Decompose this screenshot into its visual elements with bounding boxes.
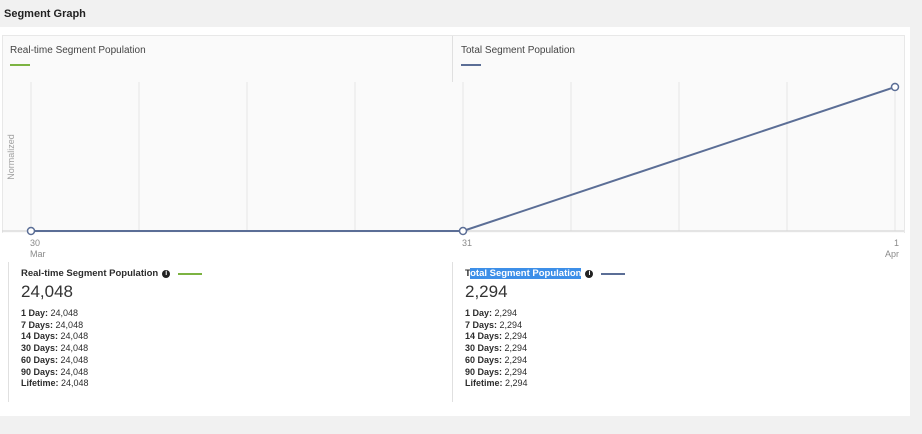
stat-row: 30 Days: 24,048 bbox=[21, 343, 202, 355]
stat-row: 30 Days: 2,294 bbox=[465, 343, 625, 355]
stat-row-label: 1 Day: bbox=[465, 308, 493, 318]
stat-row-label: Lifetime: bbox=[21, 378, 59, 389]
stat-title-first: T bbox=[465, 268, 471, 279]
tick-day: 1 bbox=[893, 238, 899, 248]
legend-realtime-swatch bbox=[10, 64, 30, 66]
stat-row: 1 Day: 2,294 bbox=[465, 308, 625, 320]
stat-row: 7 Days: 2,294 bbox=[465, 320, 625, 332]
stat-row-value: 2,294 bbox=[504, 331, 528, 342]
legend-total[interactable]: Total Segment Population bbox=[461, 45, 575, 56]
data-point bbox=[458, 226, 468, 236]
stat-row-label: 90 Days: bbox=[21, 366, 59, 377]
stat-row-label: 60 Days: bbox=[465, 354, 503, 365]
legend-total-swatch bbox=[461, 64, 481, 66]
stat-row: 14 Days: 24,048 bbox=[21, 331, 202, 343]
tick-day: 31 bbox=[462, 238, 473, 248]
stat-row-label: 7 Days: bbox=[21, 319, 54, 330]
stat-row-value: 2,294 bbox=[499, 319, 523, 330]
info-icon[interactable]: i bbox=[162, 269, 171, 278]
tick-month: Mar bbox=[30, 249, 46, 259]
stat-row-label: 90 Days: bbox=[465, 366, 503, 377]
stat-row: 60 Days: 24,048 bbox=[21, 355, 202, 367]
stat-row-value: 2,294 bbox=[494, 308, 518, 318]
stat-row: 60 Days: 2,294 bbox=[465, 355, 625, 367]
stat-row-value: 24,048 bbox=[60, 343, 89, 354]
stat-row-value: 24,048 bbox=[60, 366, 89, 377]
section-header: Segment Graph bbox=[0, 0, 922, 27]
stat-row-value: 2,294 bbox=[504, 343, 528, 354]
tick-month: Apr bbox=[885, 249, 900, 259]
stat-realtime: Real-time Segment Population i 24,048 1 D… bbox=[8, 262, 203, 402]
stat-row-value: 2,294 bbox=[505, 378, 528, 389]
x-tick-label: 1 Apr bbox=[885, 238, 899, 260]
x-tick-label: 31 bbox=[462, 238, 472, 249]
stat-row: 90 Days: 24,048 bbox=[21, 367, 202, 379]
stat-value: 2,294 bbox=[465, 282, 508, 301]
line-chart: Normalized bbox=[2, 82, 904, 236]
stat-row-value: 24,048 bbox=[61, 378, 89, 389]
y-axis-label: Normalized bbox=[6, 134, 16, 180]
stat-row: 90 Days: 2,294 bbox=[465, 367, 625, 379]
stat-value: 24,048 bbox=[21, 282, 73, 301]
stat-row-value: 24,048 bbox=[60, 331, 89, 342]
stat-title: Total Segment Population bbox=[465, 268, 582, 279]
stat-total: Total Segment Population i 2,294 1 Day: 2… bbox=[452, 262, 626, 402]
stat-row-label: 1 Day: bbox=[21, 308, 49, 318]
tick-day: 30 bbox=[30, 238, 41, 248]
stat-row: Lifetime: 2,294 bbox=[465, 378, 625, 390]
stat-row: 7 Days: 24,048 bbox=[21, 320, 202, 332]
stat-row-value: 24,048 bbox=[60, 354, 89, 365]
x-tick-label: 30 Mar bbox=[30, 238, 46, 260]
stat-row-label: 60 Days: bbox=[21, 354, 59, 365]
stat-row-value: 24,048 bbox=[55, 319, 84, 330]
series-swatch bbox=[178, 272, 203, 275]
stat-row: 14 Days: 2,294 bbox=[465, 331, 625, 343]
legend-realtime[interactable]: Real-time Segment Population bbox=[10, 45, 146, 56]
stat-row-value: 2,294 bbox=[504, 354, 528, 365]
data-point bbox=[890, 82, 900, 92]
stat-row-value: 24,048 bbox=[50, 308, 79, 318]
stat-row-label: 7 Days: bbox=[465, 319, 498, 330]
stat-row-label: 14 Days: bbox=[465, 331, 503, 342]
data-point bbox=[26, 226, 36, 236]
series-swatch bbox=[601, 272, 626, 275]
stat-row-label: 30 Days: bbox=[21, 343, 59, 354]
stat-row-label: 14 Days: bbox=[21, 331, 59, 342]
stat-row-label: Lifetime: bbox=[465, 378, 503, 389]
scroll-gutter bbox=[910, 27, 922, 416]
legend-divider bbox=[452, 36, 453, 82]
stat-title-selected: otal Segment Population bbox=[470, 268, 582, 279]
stat-row: Lifetime: 24,048 bbox=[21, 378, 202, 390]
section-title: Segment Graph bbox=[4, 8, 86, 20]
stat-title: Real-time Segment Population bbox=[21, 268, 159, 279]
stat-row-label: 30 Days: bbox=[465, 343, 503, 354]
stat-row: 1 Day: 24,048 bbox=[21, 308, 202, 320]
stat-row-value: 2,294 bbox=[504, 366, 528, 377]
info-icon[interactable]: i bbox=[585, 269, 594, 278]
